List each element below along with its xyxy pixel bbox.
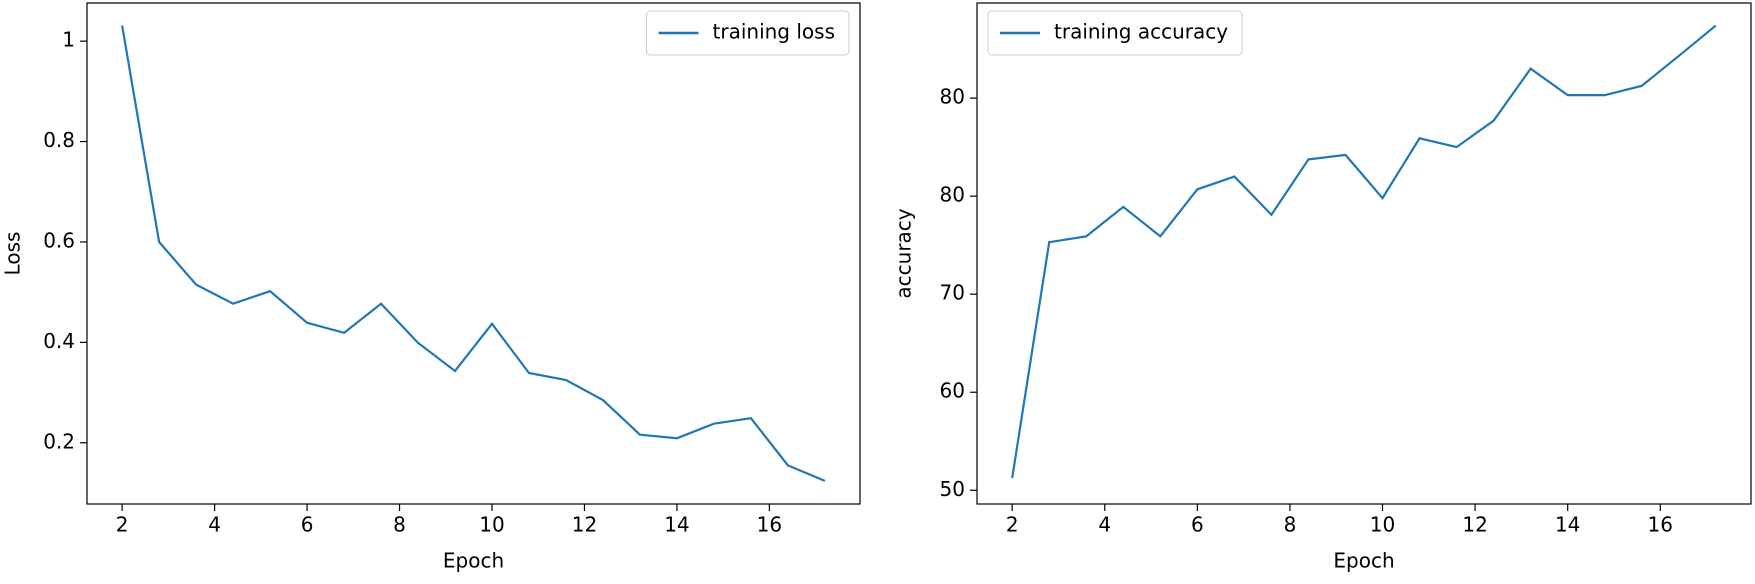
y-tick-label: 0.4 (43, 329, 75, 353)
y-axis-label: Loss (1, 232, 25, 276)
x-tick-label: 2 (1006, 513, 1019, 537)
x-tick-label: 12 (572, 513, 597, 537)
legend-label: training loss (713, 20, 835, 44)
x-axis-label: Epoch (1333, 549, 1394, 573)
x-tick-label: 4 (208, 513, 221, 537)
y-tick-label: 50 (940, 477, 965, 501)
x-tick-label: 12 (1462, 513, 1487, 537)
legend-label: training accuracy (1054, 20, 1228, 44)
data-line (121, 25, 826, 482)
x-tick-label: 8 (1284, 513, 1297, 537)
y-tick-label: 0.8 (43, 128, 75, 152)
legend: training accuracy (987, 10, 1243, 56)
y-tick-label: 60 (940, 379, 965, 403)
y-tick-label: 80 (940, 85, 965, 109)
y-axis-label: accuracy (892, 208, 916, 298)
x-tick-label: 16 (1648, 513, 1673, 537)
data-line (1011, 24, 1717, 479)
x-axis-label: Epoch (443, 549, 504, 573)
axes-frame (86, 2, 861, 505)
x-tick-label: 10 (479, 513, 504, 537)
x-tick-label: 4 (1098, 513, 1111, 537)
x-tick-label: 10 (1370, 513, 1395, 537)
x-tick-label: 16 (757, 513, 782, 537)
x-tick-label: 14 (1555, 513, 1580, 537)
y-tick-label: 80 (940, 183, 965, 207)
y-tick-label: 70 (940, 281, 965, 305)
legend: training loss (646, 10, 850, 56)
y-tick-label: 1 (62, 28, 75, 52)
axes-frame (976, 2, 1752, 505)
x-tick-label: 14 (664, 513, 689, 537)
y-tick-label: 0.6 (43, 228, 75, 252)
x-tick-label: 8 (393, 513, 406, 537)
x-tick-label: 2 (116, 513, 129, 537)
legend-frame (646, 10, 850, 56)
x-tick-label: 6 (1191, 513, 1204, 537)
legend-frame (987, 10, 1243, 56)
y-tick-label: 0.2 (43, 429, 75, 453)
x-tick-label: 6 (301, 513, 314, 537)
